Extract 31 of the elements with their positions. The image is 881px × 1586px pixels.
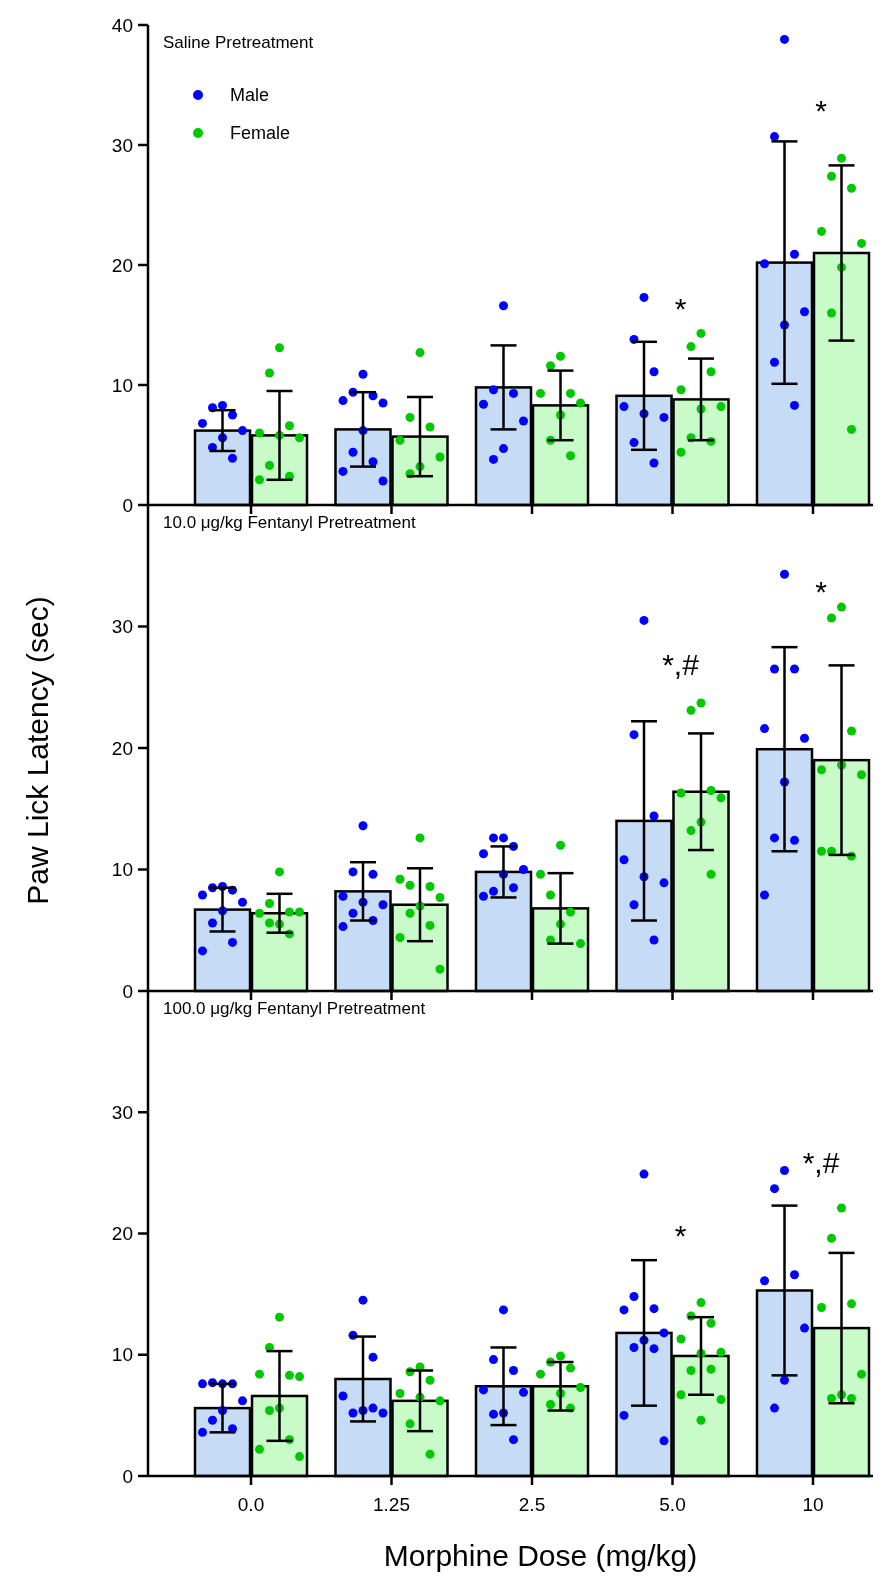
legend-label: Female bbox=[230, 123, 291, 144]
x-axis-title: Morphine Dose (mg/kg) bbox=[383, 1539, 698, 1572]
y-tick-label: 20 bbox=[111, 254, 133, 276]
y-axis-title: Paw Lick Latency (sec) bbox=[21, 596, 54, 905]
y-tick-label: 30 bbox=[111, 134, 133, 156]
text: 10.0 μg/kg Fentanyl Pretreatment bbox=[163, 513, 416, 532]
y-tick-label: 40 bbox=[111, 14, 133, 36]
annotation: *,# bbox=[662, 648, 700, 682]
y-tick-label: 0 bbox=[122, 494, 133, 516]
x-tick-label: 2.5 bbox=[518, 1494, 546, 1515]
text: Saline Pretreatment bbox=[163, 33, 314, 52]
y-tick-label: 20 bbox=[111, 737, 133, 759]
y-tick-label: 10 bbox=[111, 374, 133, 396]
annotation: * bbox=[674, 1218, 687, 1252]
y-tick-label: 30 bbox=[111, 616, 133, 638]
y-tick-label: 10 bbox=[111, 1344, 133, 1366]
y-tick-label: 10 bbox=[111, 859, 133, 881]
annotation: *,# bbox=[802, 1145, 840, 1179]
y-tick-label: 0 bbox=[122, 980, 133, 1002]
y-tick-label: 0 bbox=[122, 1465, 133, 1487]
annotation: * bbox=[815, 575, 828, 609]
legend-label: Male bbox=[230, 85, 270, 106]
annotation: * bbox=[815, 94, 828, 127]
text: 100.0 μg/kg Fentanyl Pretreatment bbox=[163, 999, 426, 1018]
x-tick-label: 0.0 bbox=[237, 1494, 265, 1515]
y-tick-label: 20 bbox=[111, 1223, 133, 1245]
y-tick-label: 30 bbox=[111, 1101, 133, 1123]
x-tick-label: 5.0 bbox=[659, 1494, 686, 1515]
x-tick-label: 10 bbox=[802, 1494, 824, 1515]
annotation: * bbox=[674, 292, 687, 325]
x-tick-label: 1.25 bbox=[373, 1494, 410, 1515]
